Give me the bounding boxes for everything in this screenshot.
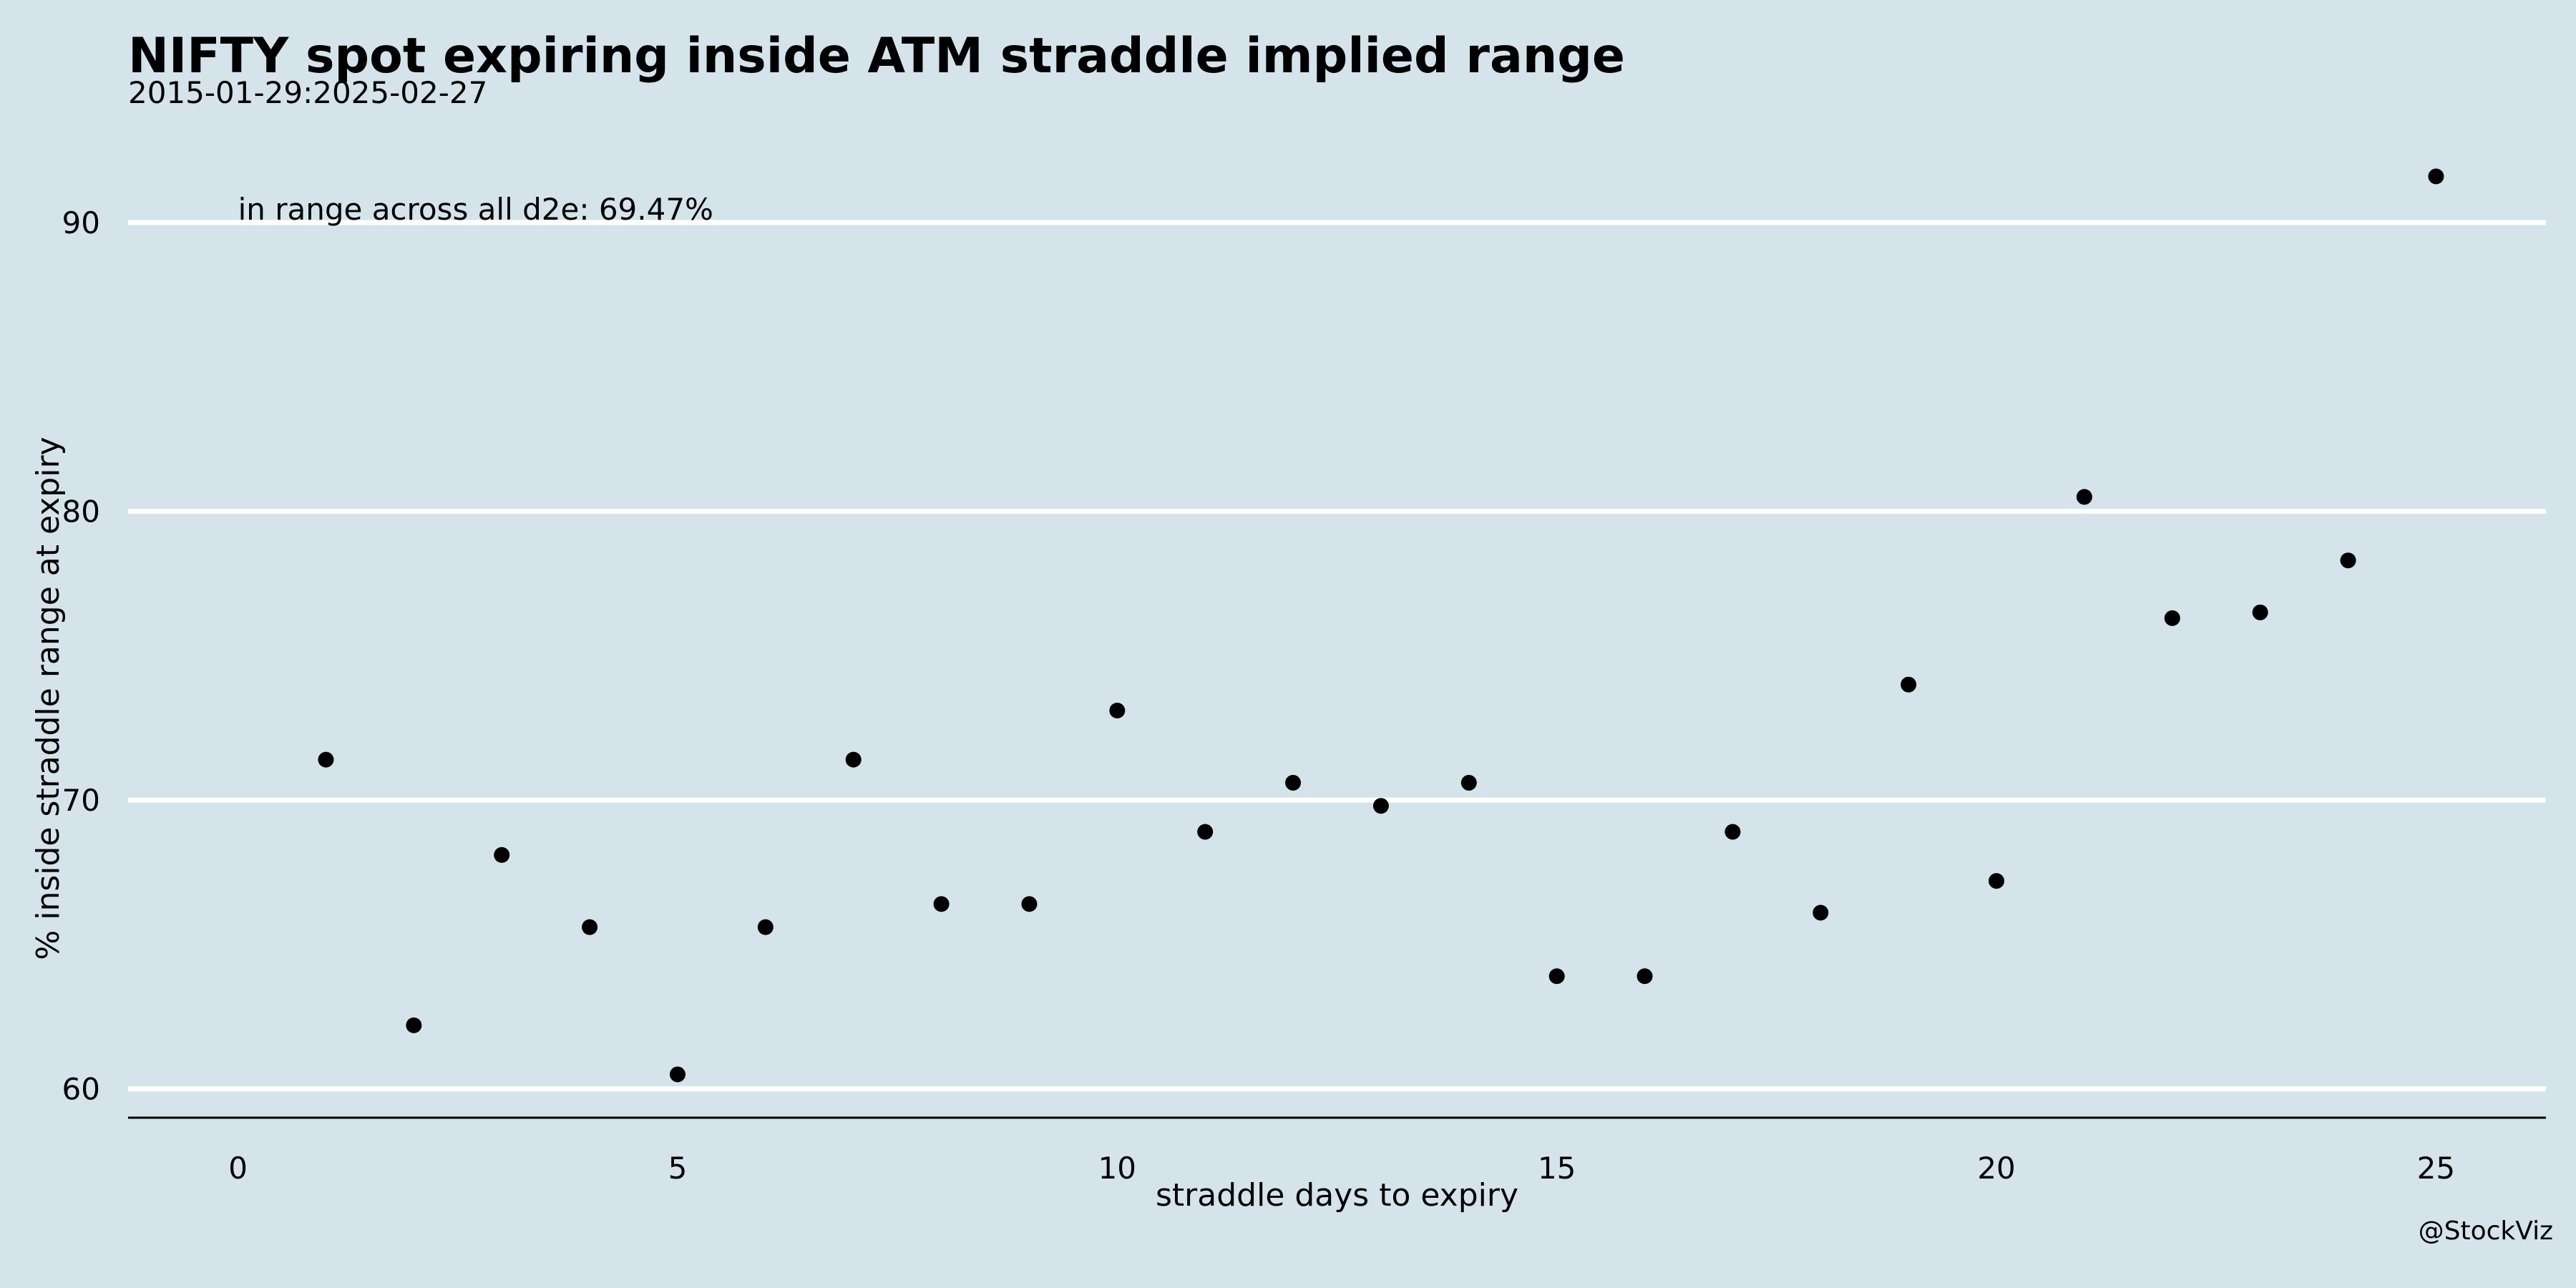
x-tick-label: 15 — [1538, 1151, 1576, 1186]
data-point — [1548, 968, 1565, 985]
y-axis-ticks: 60 70 80 90 — [62, 205, 100, 1107]
y-tick-label: 90 — [62, 205, 100, 240]
y-tick-label: 80 — [62, 494, 100, 530]
data-point — [1109, 703, 1126, 719]
y-tick-label: 70 — [62, 783, 100, 818]
chart-title: NIFTY spot expiring inside ATM straddle … — [128, 28, 1626, 84]
data-point — [1460, 774, 1477, 791]
data-point — [494, 847, 510, 863]
data-point — [845, 751, 862, 768]
y-axis-label: % inside straddle range at expiry — [30, 436, 67, 960]
data-point — [933, 896, 950, 912]
data-point — [2076, 489, 2092, 505]
x-axis-label: straddle days to expiry — [1156, 1177, 1518, 1214]
x-tick-label: 20 — [1977, 1151, 2015, 1186]
data-point — [2164, 610, 2180, 626]
chart-annotation: in range across all d2e: 69.47% — [238, 192, 713, 227]
x-tick-label: 5 — [668, 1151, 688, 1186]
data-point — [2428, 168, 2444, 185]
data-point — [406, 1017, 422, 1033]
data-points — [318, 168, 2444, 1083]
data-point — [1285, 774, 1302, 791]
data-point — [1724, 824, 1741, 840]
data-point — [1813, 904, 1829, 921]
chart-caption: @StockViz — [2418, 1216, 2553, 1246]
data-point — [1901, 676, 1917, 693]
data-point — [1021, 896, 1038, 912]
data-point — [318, 751, 334, 768]
data-point — [1636, 968, 1653, 985]
x-tick-label: 0 — [228, 1151, 248, 1186]
x-tick-label: 10 — [1098, 1151, 1136, 1186]
chart-subtitle: 2015-01-29:2025-02-27 — [128, 75, 488, 110]
y-tick-label: 60 — [62, 1072, 100, 1107]
data-point — [669, 1066, 686, 1083]
data-point — [2340, 552, 2356, 569]
data-point — [757, 919, 774, 935]
grid-lines — [128, 220, 2546, 1092]
data-point — [1989, 873, 2005, 889]
x-axis-ticks: 0 5 10 15 20 25 — [228, 1151, 2455, 1186]
data-point — [2252, 604, 2268, 620]
data-point — [582, 919, 598, 935]
data-point — [1372, 798, 1389, 814]
x-tick-label: 25 — [2417, 1151, 2455, 1186]
data-point — [1197, 824, 1214, 840]
